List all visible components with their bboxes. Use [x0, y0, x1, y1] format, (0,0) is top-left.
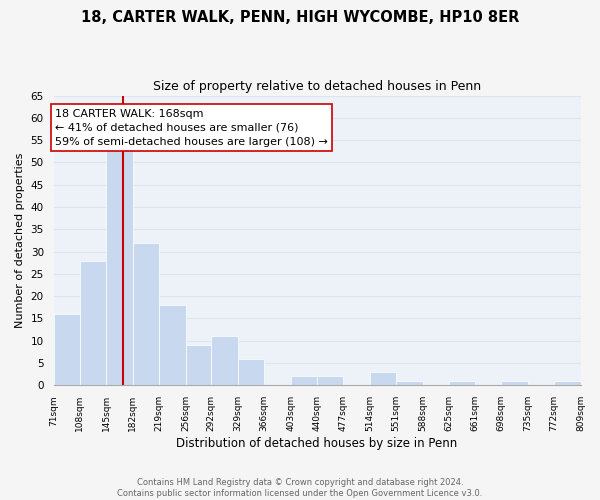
Bar	[449, 381, 475, 386]
Title: Size of property relative to detached houses in Penn: Size of property relative to detached ho…	[153, 80, 481, 93]
Bar	[106, 149, 133, 386]
Bar	[238, 358, 264, 386]
Text: 18 CARTER WALK: 168sqm
← 41% of detached houses are smaller (76)
59% of semi-det: 18 CARTER WALK: 168sqm ← 41% of detached…	[55, 109, 328, 147]
Bar	[185, 345, 211, 386]
Bar	[211, 336, 238, 386]
Bar	[501, 381, 527, 386]
Bar	[80, 260, 106, 386]
Bar	[159, 305, 185, 386]
Y-axis label: Number of detached properties: Number of detached properties	[15, 153, 25, 328]
Bar	[53, 314, 80, 386]
Bar	[317, 376, 343, 386]
Bar	[290, 376, 317, 386]
Text: 18, CARTER WALK, PENN, HIGH WYCOMBE, HP10 8ER: 18, CARTER WALK, PENN, HIGH WYCOMBE, HP1…	[81, 10, 519, 25]
Bar	[133, 242, 159, 386]
X-axis label: Distribution of detached houses by size in Penn: Distribution of detached houses by size …	[176, 437, 458, 450]
Bar	[554, 381, 581, 386]
Text: Contains HM Land Registry data © Crown copyright and database right 2024.
Contai: Contains HM Land Registry data © Crown c…	[118, 478, 482, 498]
Bar	[370, 372, 396, 386]
Bar	[396, 381, 422, 386]
